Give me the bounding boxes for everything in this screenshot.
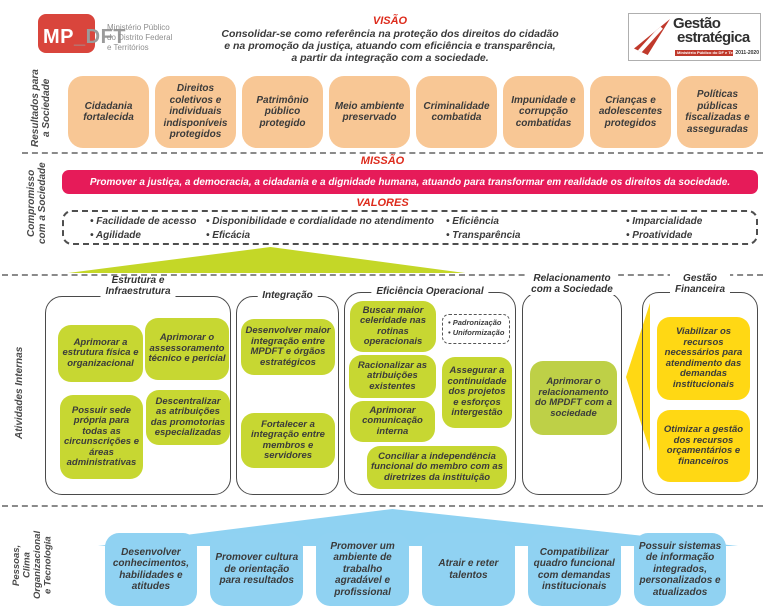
valores-column: Eficiência Transparência [446,215,520,243]
pessoas-row: Desenvolver conhecimentos, habilidades e… [98,533,733,606]
objective-box: Aprimorar o relacionamento do MPDFT com … [530,361,617,435]
section-label-atividades: Atividades Internas [14,346,25,439]
org-name: Ministério Público do Distrito Federal e… [107,23,173,52]
result-box: Direitos coletivos e individuais indispo… [155,76,236,148]
missao-title: MISSÃO [360,155,405,167]
valores-column: Imparcialidade Proatividade [626,215,702,243]
valor-item: Eficiência [446,215,520,229]
people-box: Compatibilizar quadro funcional com dema… [527,533,621,606]
people-box: Atrair e reter talentos [421,533,515,606]
section-label-pessoas: Pessoas, Clima Organizacional e Tecnolog… [11,530,54,600]
result-box: Criminalidade combatida [416,76,497,148]
vision-section: VISÃO Consolidar-se como referência na p… [168,15,612,64]
group-integracao: Integração Desenvolver maior integração … [236,290,339,495]
resultados-row: Cidadania fortalecida Direitos coletivos… [65,76,761,148]
note-item: Padronização [448,318,507,328]
objective-box: Desenvolver maior integração entre MPDFT… [241,319,335,375]
gestao-logo-subtitle: Ministério Público do DF e Territórios 2… [675,50,759,56]
people-box: Promover um ambiente de trabalho agradáv… [316,533,409,606]
group-title: Relacionamento com a Sociedade [526,273,618,295]
valores-box: Facilidade de acesso Agilidade Disponibi… [62,210,758,245]
mpdft-logo-dft: _DFT [74,26,126,48]
note-box: Padronização Uniformização [442,314,510,344]
objective-box: Racionalizar as atribuições existentes [349,355,436,398]
valor-item: Facilidade de acesso [90,215,196,229]
valores-title: VALORES [356,197,409,209]
group-estrutura-infraestrutura: Estrutura e Infraestrutura Aprimorar a e… [45,275,231,495]
section-label-resultados: Resultados para a Sociedade [30,69,52,147]
gestao-subtitle-text: Ministério Público do DF e Territórios [675,50,734,56]
objective-box: Buscar maior celeridade nas rotinas oper… [350,301,436,352]
result-box: Patrimônio público protegido [242,76,323,148]
valores-column: Facilidade de acesso Agilidade [90,215,196,243]
objective-box: Otimizar a gestão dos recursos orçamentá… [657,410,750,482]
group-title: Gestão Financeira [669,273,731,295]
result-box: Impunidade e corrupção combatidas [503,76,584,148]
gestao-word2: estratégica [677,29,750,46]
objective-box: Fortalecer a integração entre membros e … [241,413,335,468]
group-title: Eficiência Operacional [371,286,489,298]
gestao-estrategica-logo: Gestão estratégica Ministério Público do… [628,13,761,61]
valor-item: Agilidade [90,229,196,243]
objective-box: Aprimorar comunicação interna [350,401,435,442]
objective-box: Descentralizar as atribuições das promot… [146,390,230,445]
objective-box: Possuir sede própria para todas as circu… [60,395,143,479]
missao-banner: Promover a justiça, a democracia, a cida… [62,170,758,194]
objective-box: Assegurar a continuidade dos projetos e … [442,357,512,428]
people-box: Promover cultura de orientação para resu… [210,533,304,606]
result-box: Cidadania fortalecida [68,76,149,148]
valor-item: Disponibilidade e cordialidade no atendi… [206,215,434,229]
result-box: Crianças e adolescentes protegidos [590,76,671,148]
objective-box: Aprimorar o assessoramento técnico e per… [145,318,229,380]
note-item: Uniformização [448,328,507,338]
vision-text: Consolidar-se como referência na proteçã… [221,28,559,64]
gestao-word1: Gestão [673,15,721,32]
valor-item: Proatividade [626,229,702,243]
valor-item: Eficácia [206,229,434,243]
valores-column: Disponibilidade e cordialidade no atendi… [206,215,434,243]
gestao-years: 2011-2020 [735,50,759,56]
dashed-separator [2,274,763,276]
dashed-separator [22,152,763,154]
group-title: Estrutura e Infraestrutura [100,275,176,297]
people-box: Desenvolver conhecimentos, habilidades e… [104,533,198,606]
group-eficiencia-operacional: Eficiência Operacional Buscar maior cele… [344,286,516,495]
dashed-separator [2,505,763,507]
objective-box: Viabilizar os recursos necessários para … [657,317,750,400]
result-box: Políticas públicas fiscalizadas e assegu… [677,76,758,148]
people-box: Possuir sistemas de informação integrado… [633,533,727,606]
group-title: Integração [257,290,318,302]
gestao-dart-icon [634,19,670,55]
valor-item: Imparcialidade [626,215,702,229]
objective-box: Aprimorar a estrutura física e organizac… [58,325,143,382]
mpdft-logo-mp: MP [43,26,74,48]
gestao-logo-words: Gestão estratégica [673,15,750,46]
green-arrow-up [68,247,465,273]
objective-box: Conciliar a independência funcional do m… [367,446,507,489]
vision-title: VISÃO [372,15,408,27]
group-relacionamento-sociedade: Relacionamento com a Sociedade Aprimorar… [522,273,622,495]
mpdft-logo: MP_DFT [43,26,126,49]
mpdft-logo-mark [38,14,95,53]
valor-item: Transparência [446,229,520,243]
group-gestao-financeira: Gestão Financeira Viabilizar os recursos… [642,273,758,495]
result-box: Meio ambiente preservado [329,76,410,148]
